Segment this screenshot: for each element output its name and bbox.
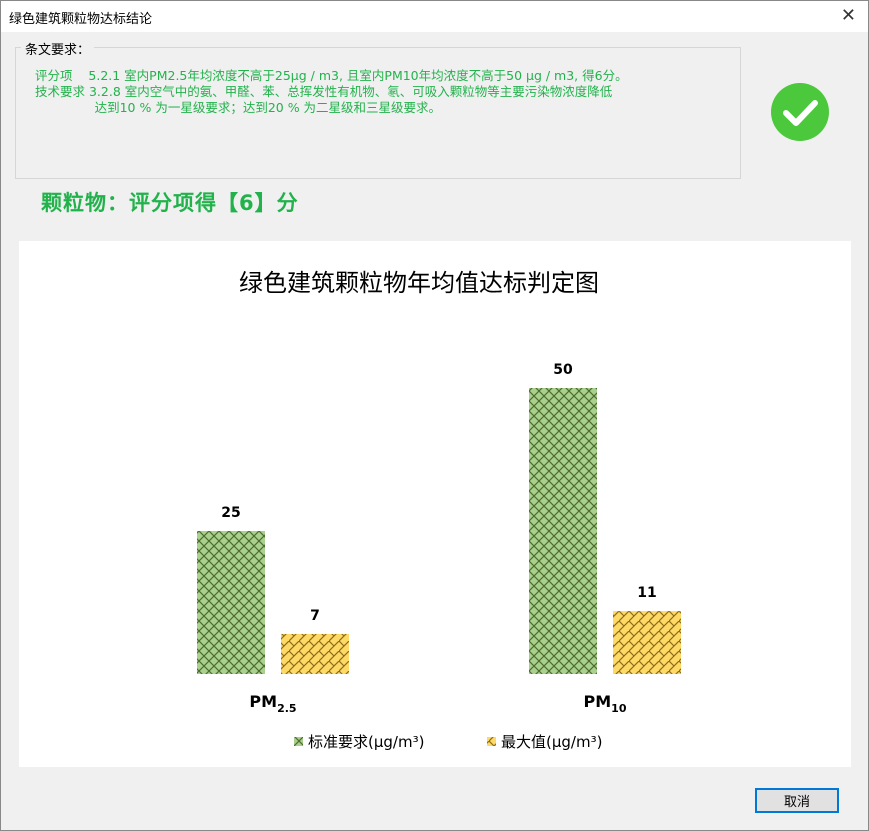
cancel-button[interactable]: 取消 — [755, 788, 839, 813]
requirement-line-2: 技术要求 3.2.8 室内空气中的氨、甲醛、苯、总挥发性有机物、氡、可吸入颗粒物… — [35, 84, 613, 99]
x-tick-label: PM10 — [584, 692, 627, 715]
chart-title: 绿色建筑颗粒物年均值达标判定图 — [239, 269, 599, 297]
score-text: 颗粒物：评分项得【6】分 — [41, 191, 299, 215]
x-tick-label: PM2.5 — [249, 692, 296, 715]
title-bar: 绿色建筑颗粒物达标结论 ✕ — [1, 1, 868, 32]
bar — [529, 388, 597, 674]
check-circle-icon — [771, 83, 829, 141]
bar — [197, 531, 265, 674]
bar-chart: 绿色建筑颗粒物年均值达标判定图 25 7 PM2.5 50 11 PM10 标准要求(μg/… — [197, 269, 681, 751]
legend-swatch — [294, 737, 303, 746]
requirement-line-1: 评分项 5.2.1 室内PM2.5年均浓度不高于25μg / m3, 且室内PM… — [35, 68, 628, 83]
data-label: 50 — [553, 362, 573, 378]
legend-label: 最大值(μg/m³) — [501, 733, 602, 751]
legend-swatch — [487, 737, 496, 746]
requirement-line-3: 达到10 % 为一星级要求；达到20 % 为二星级和三星级要求。 — [35, 100, 442, 115]
window-title: 绿色建筑颗粒物达标结论 — [9, 12, 153, 27]
requirements-label: 条文要求： — [21, 39, 95, 58]
data-label: 7 — [310, 608, 320, 624]
data-label: 25 — [221, 505, 240, 521]
legend-label: 标准要求(μg/m³) — [308, 733, 424, 751]
close-icon[interactable]: ✕ — [840, 5, 856, 26]
bar — [613, 611, 681, 674]
data-label: 11 — [637, 585, 656, 601]
chart-area: 绿色建筑颗粒物年均值达标判定图 25 7 PM2.5 50 11 PM10 标准要求(μg/… — [19, 241, 851, 767]
requirements-group — [15, 47, 741, 179]
bar — [281, 633, 349, 674]
